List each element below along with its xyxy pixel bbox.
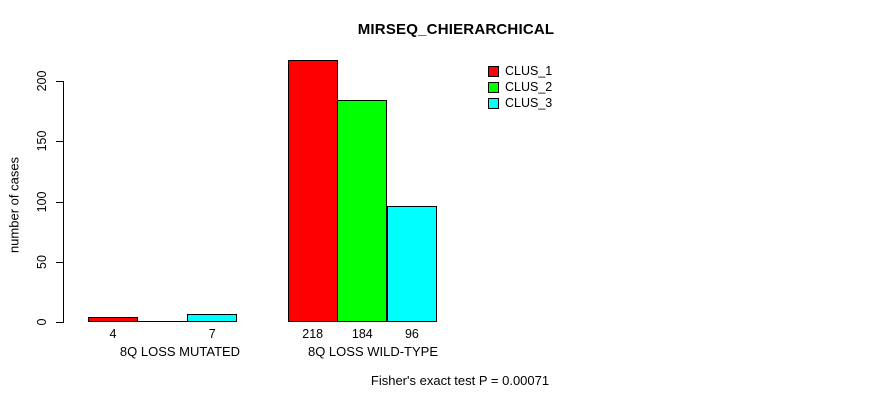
bar-clus_1-group1	[88, 317, 138, 322]
bar-value-label: 218	[302, 327, 324, 341]
bar-clus_3-group1	[187, 313, 238, 322]
legend-swatch-clus1	[488, 65, 499, 77]
x-group-label: 8Q LOSS MUTATED	[119, 344, 241, 359]
y-tick-label: 50	[35, 254, 49, 269]
bar-value-label: 184	[351, 327, 373, 341]
legend-label-clus2: CLUS_2	[505, 80, 553, 94]
annotation-fisher-test: Fisher's exact test P = 0.00071	[370, 373, 550, 388]
y-tick-label: 150	[35, 130, 49, 152]
bar-clus_1-group2	[287, 59, 338, 322]
legend-label-clus3: CLUS_3	[505, 96, 553, 110]
y-tick-label: 200	[35, 70, 49, 92]
legend-item-clus1: CLUS_1	[488, 63, 552, 79]
y-tick	[56, 141, 63, 143]
bar-value-label: 4	[109, 327, 117, 341]
y-tick-label: 0	[35, 318, 49, 326]
y-tick	[56, 201, 63, 203]
legend: CLUS_1 CLUS_2 CLUS_3	[488, 63, 552, 111]
y-axis-line	[63, 81, 64, 323]
chart-title: MIRSEQ_CHIERARCHICAL	[357, 21, 555, 38]
legend-label-clus1: CLUS_1	[505, 64, 553, 78]
bar-value-label: 7	[208, 327, 216, 341]
y-axis-title: number of cases	[6, 156, 22, 254]
y-tick	[56, 81, 63, 83]
legend-swatch-clus2	[488, 81, 499, 93]
x-group-label: 8Q LOSS WILD-TYPE	[307, 344, 439, 359]
bar-clus_3-group2	[386, 206, 437, 322]
legend-item-clus2: CLUS_2	[488, 79, 552, 95]
bar-clus_2-group2	[337, 100, 388, 322]
y-tick	[56, 322, 63, 323]
y-tick	[56, 261, 63, 263]
bar-value-label: 96	[404, 327, 419, 341]
bar-clus_2-group1-zero	[137, 321, 188, 322]
legend-item-clus3: CLUS_3	[488, 95, 552, 111]
legend-swatch-clus3	[488, 97, 499, 109]
y-tick-label: 100	[35, 191, 49, 213]
